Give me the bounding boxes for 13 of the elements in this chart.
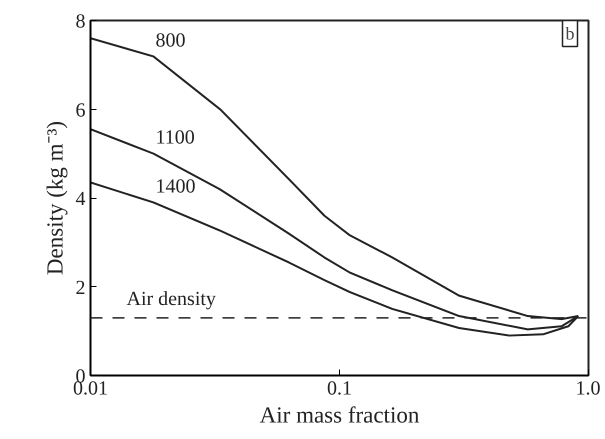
- ref-line-label: Air density: [126, 288, 216, 310]
- y-tick-label: 2: [76, 276, 86, 299]
- annotation: b: [566, 24, 574, 44]
- x-tick-label: 1.0: [576, 378, 600, 400]
- series-label: 800: [155, 29, 186, 52]
- series-label: 1400: [155, 175, 196, 198]
- x-axis-title: Air mass fraction: [260, 402, 420, 428]
- x-tick-label: 0.1: [327, 378, 352, 400]
- y-tick-label: 8: [76, 10, 86, 32]
- y-tick-label: 4: [76, 188, 86, 210]
- series-label: 1100: [155, 126, 195, 149]
- y-tick-label: 6: [76, 99, 86, 122]
- y-axis-title: Density (kg m⁻³): [42, 120, 68, 276]
